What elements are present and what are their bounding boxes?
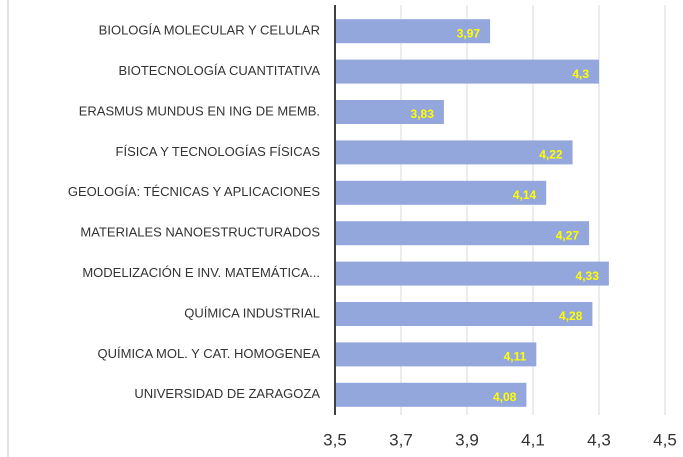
y-tick-label: FÍSICA Y TECNOLOGÍAS FÍSICAS <box>116 144 321 159</box>
bar <box>335 100 444 124</box>
x-tick-label: 4,1 <box>521 430 545 449</box>
y-tick-label: QUÍMICA INDUSTRIAL <box>184 305 320 320</box>
x-tick-label: 4,5 <box>653 430 677 449</box>
value-label: 3,83 <box>411 107 435 121</box>
value-label: 4,08 <box>493 390 517 404</box>
y-tick-label: QUÍMICA MOL. Y CAT. HOMOGENEA <box>98 346 321 361</box>
bar <box>335 221 590 246</box>
y-tick-label: BIOTECNOLOGÍA CUANTITATIVA <box>118 63 320 78</box>
bar <box>335 342 537 367</box>
value-label: 4,27 <box>556 228 580 242</box>
value-label: 4,3 <box>572 67 589 81</box>
y-tick-label: GEOLOGÍA: TÉCNICAS Y APLICACIONES <box>68 184 320 199</box>
bar <box>335 261 609 286</box>
bar <box>335 302 593 326</box>
value-label: 4,11 <box>504 350 527 364</box>
bar <box>335 382 527 407</box>
y-tick-label: ERASMUS MUNDUS EN ING DE MEMB. <box>79 103 320 118</box>
x-tick-label: 4,3 <box>587 430 611 449</box>
y-tick-label: MATERIALES NANOESTRUCTURADOS <box>80 225 320 240</box>
value-label: 4,22 <box>539 148 563 162</box>
x-tick-label: 3,7 <box>389 430 413 449</box>
y-tick-label: MODELIZACIÓN E INV. MATEMÁTICA... <box>82 265 320 280</box>
value-label: 4,28 <box>559 309 583 323</box>
x-tick-label: 3,9 <box>455 430 479 449</box>
x-tick-label: 3,5 <box>323 430 347 449</box>
y-tick-label: BIOLOGÍA MOLECULAR Y CELULAR <box>99 23 320 38</box>
bar <box>335 19 491 44</box>
value-label: 3,97 <box>457 26 481 40</box>
value-label: 4,14 <box>513 188 537 202</box>
value-label: 4,33 <box>576 269 600 283</box>
bar <box>335 59 599 84</box>
bar <box>335 180 547 205</box>
bar <box>335 140 573 165</box>
y-tick-label: UNIVERSIDAD DE ZARAGOZA <box>134 386 320 401</box>
